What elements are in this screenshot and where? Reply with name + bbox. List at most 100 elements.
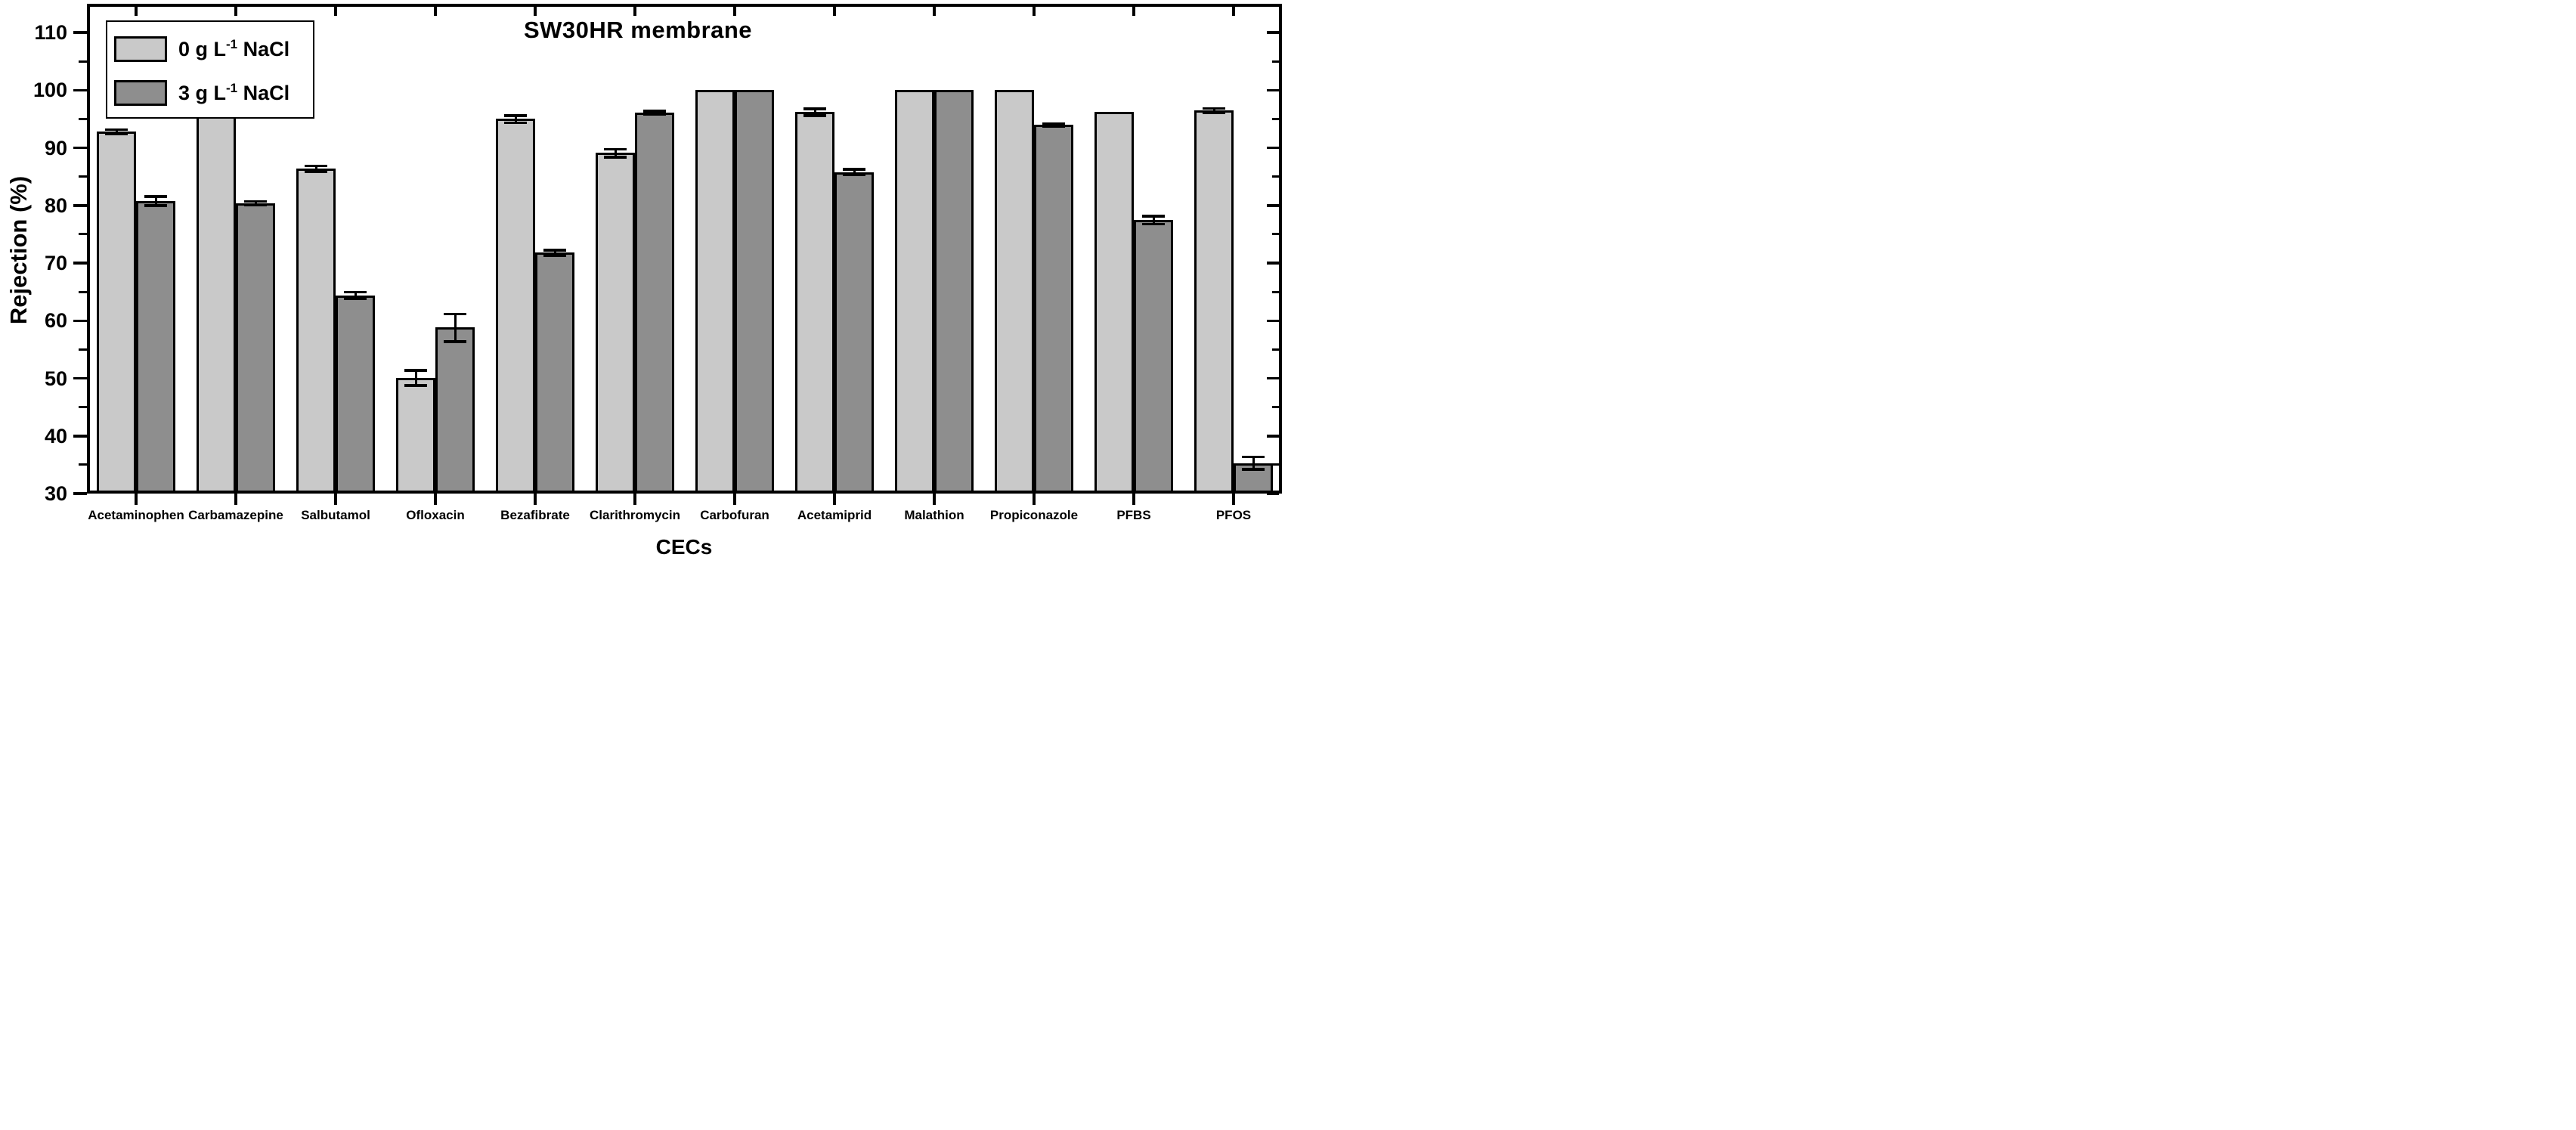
x-tick-bottom [334, 494, 337, 505]
error-cap-bottom [105, 132, 128, 136]
bar-ofloxacin-3g-nacl [435, 327, 475, 494]
legend-label-superscript: -1 [226, 37, 238, 51]
bar-salbutamol-0g-nacl [296, 169, 336, 494]
y-minor-tick [79, 348, 87, 351]
error-bar-acetaminophen-3g [154, 196, 157, 206]
x-tick-bottom [534, 494, 537, 505]
bar-bezafibrate-0g-nacl [496, 119, 535, 494]
y-tick-label: 70 [44, 252, 67, 275]
legend-label-text: 3 g L [178, 82, 227, 104]
x-tick-bottom [135, 494, 138, 505]
error-cap-top [1203, 107, 1225, 110]
y-major-tick-right [1267, 146, 1279, 150]
error-bar-acetaminophen-0g [115, 129, 118, 135]
y-minor-tick-right [1272, 175, 1279, 178]
x-axis-title: CECs [655, 535, 713, 559]
x-tick-bottom [1033, 494, 1036, 505]
y-major-tick-right [1267, 88, 1279, 92]
legend-swatch-3g-nacl [114, 80, 167, 106]
bar-pfbs-0g-nacl [1094, 112, 1134, 494]
error-bar-clarithromycin-0g [614, 149, 617, 157]
y-major-tick-right [1267, 262, 1279, 265]
x-tick-top [334, 7, 337, 16]
error-cap-top [843, 168, 865, 171]
error-cap-top [803, 107, 826, 110]
error-cap-top [305, 164, 327, 168]
error-bar-pfos-0g [1212, 108, 1215, 113]
x-tick-top [135, 7, 138, 16]
legend-label-text: NaCl [237, 82, 290, 104]
y-tick-label: 90 [44, 136, 67, 159]
x-tick-top [434, 7, 437, 16]
legend-label-0g-nacl: 0 g L-1 NaCl [178, 37, 289, 61]
legend-swatch-0g-nacl [114, 36, 167, 62]
x-tick-bottom [1132, 494, 1135, 505]
error-cap-top [105, 128, 128, 132]
bar-chart: SW30HR membrane Rejection (%) CECs 0 g L… [0, 0, 1288, 565]
category-label-carbamazepine: Carbamazepine [188, 508, 283, 522]
error-cap-top [344, 290, 367, 294]
bar-pfbs-3g-nacl [1134, 219, 1173, 494]
error-cap-top [543, 249, 566, 252]
legend-label-text: NaCl [237, 38, 290, 60]
error-cap-top [144, 195, 167, 198]
legend-entry-3g: 3 g L-1 NaCl [114, 78, 289, 108]
bar-clarithromycin-3g-nacl [635, 113, 674, 494]
y-minor-tick [79, 463, 87, 466]
error-cap-top [643, 110, 666, 113]
error-cap-top [244, 200, 267, 203]
legend-label-superscript: -1 [226, 81, 238, 95]
bar-malathion-3g-nacl [934, 90, 974, 494]
bar-carbamazepine-0g-nacl [197, 110, 236, 494]
x-tick-bottom [733, 494, 736, 505]
error-bar-carbamazepine-3g [254, 201, 257, 206]
y-major-tick-right [1267, 319, 1279, 323]
bar-acetamiprid-3g-nacl [834, 172, 874, 494]
x-tick-bottom [933, 494, 936, 505]
category-label-salbutamol: Salbutamol [301, 508, 370, 522]
y-minor-tick-right [1272, 406, 1279, 409]
bar-propiconazole-3g-nacl [1034, 125, 1073, 494]
error-cap-bottom [344, 297, 367, 301]
y-minor-tick [79, 290, 87, 293]
legend: 0 g L-1 NaCl 3 g L-1 NaCl [106, 20, 314, 119]
x-tick-bottom [833, 494, 836, 505]
error-bar-salbutamol-0g [314, 166, 317, 172]
legend-label-3g-nacl: 3 g L-1 NaCl [178, 81, 289, 105]
error-bar-bezafibrate-3g [553, 249, 556, 256]
error-bar-pfos-3g [1252, 457, 1255, 469]
y-major-tick [73, 492, 87, 495]
y-major-tick [73, 319, 87, 323]
error-bar-pfbs-3g [1152, 215, 1155, 224]
x-tick-top [933, 7, 936, 16]
y-major-tick-right [1267, 435, 1279, 438]
y-tick-label: 40 [44, 424, 67, 447]
category-label-malathion: Malathion [904, 508, 964, 522]
error-cap-bottom [244, 203, 267, 207]
legend-entry-0g: 0 g L-1 NaCl [114, 34, 289, 64]
error-cap-top [404, 369, 427, 372]
error-cap-bottom [1142, 222, 1165, 226]
bar-propiconazole-0g-nacl [995, 90, 1034, 494]
x-tick-top [1033, 7, 1036, 16]
error-bar-bezafibrate-0g [514, 115, 517, 123]
y-tick-label: 30 [44, 482, 67, 505]
y-minor-tick-right [1272, 463, 1279, 466]
error-bar-salbutamol-3g [354, 292, 357, 299]
bar-clarithromycin-0g-nacl [596, 153, 635, 494]
category-label-acetaminophen: Acetaminophen [88, 508, 184, 522]
y-major-tick [73, 146, 87, 150]
category-label-clarithromycin: Clarithromycin [590, 508, 680, 522]
y-major-tick-right [1267, 376, 1279, 380]
category-label-carbofuran: Carbofuran [700, 508, 769, 522]
y-tick-label: 100 [33, 79, 67, 102]
y-major-tick-right [1267, 204, 1279, 207]
category-label-bezafibrate: Bezafibrate [500, 508, 570, 522]
error-cap-top [604, 147, 627, 151]
y-minor-tick [79, 117, 87, 120]
bar-carbofuran-3g-nacl [735, 90, 774, 494]
legend-label-text: 0 g L [178, 38, 227, 60]
y-minor-tick [79, 175, 87, 178]
y-major-tick [73, 435, 87, 438]
error-cap-top [444, 312, 466, 316]
